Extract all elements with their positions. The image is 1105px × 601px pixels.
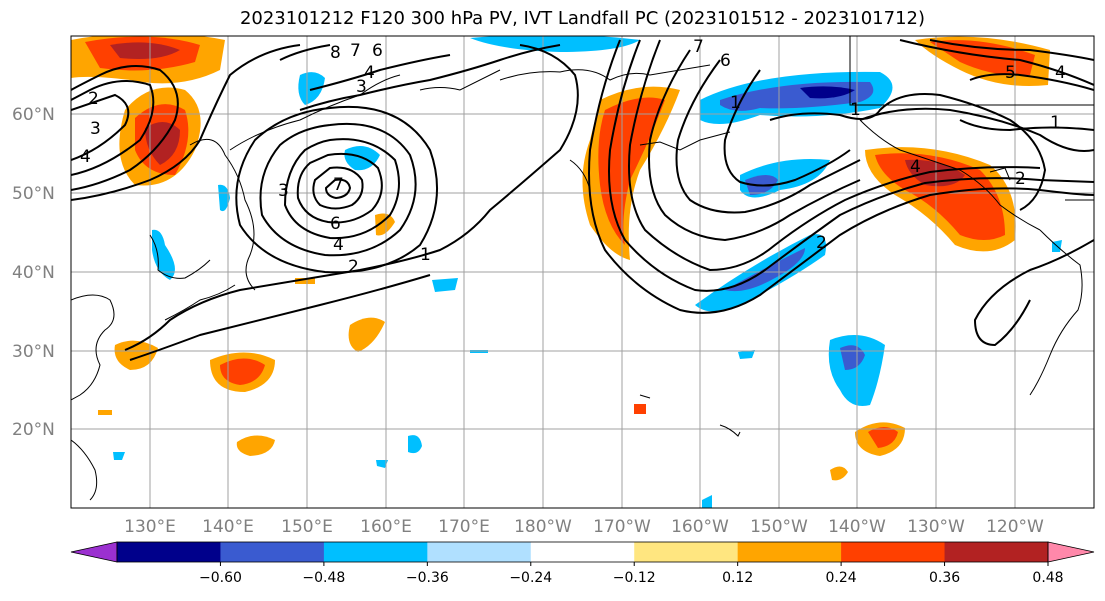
contour-label: 6	[720, 51, 731, 71]
lon-label: 140°E	[202, 517, 254, 537]
colorbar-tick-label: −0.36	[406, 570, 449, 586]
contour-label: 6	[372, 41, 383, 61]
lon-label: 180°W	[514, 517, 572, 537]
contour-label: 6	[330, 214, 341, 234]
colorbar-segment	[220, 542, 325, 562]
lon-label: 130°E	[124, 517, 176, 537]
contour-label: 1	[730, 93, 741, 113]
lon-label: 170°E	[438, 517, 490, 537]
map-border	[70, 35, 1095, 509]
colorbar-segment	[634, 542, 739, 562]
contour-labels: 2 3 4 1 2 3 4 6 7 8 7 6 3 4 7 6 1 2 1 4 …	[80, 37, 1066, 277]
contour-label: 4	[910, 157, 921, 177]
contour-label: 4	[364, 63, 375, 83]
contour-label: 7	[333, 175, 344, 195]
contour-label: 7	[350, 41, 361, 61]
colorbar-segment	[737, 542, 842, 562]
lon-label: 120°W	[986, 517, 1044, 537]
colorbar-segment	[323, 542, 428, 562]
contour-label: 2	[348, 257, 359, 277]
contour-label: 4	[80, 147, 91, 167]
gridlines	[71, 36, 1094, 508]
colorbar-segment	[944, 542, 1049, 562]
lon-label: 130°W	[907, 517, 965, 537]
contour-label: 7	[693, 37, 704, 57]
lon-label: 150°E	[281, 517, 333, 537]
contour-label: 2	[816, 233, 827, 253]
longitude-labels: 130°E 140°E 150°E 160°E 170°E 180°W 170°…	[124, 517, 1044, 537]
contour-label: 8	[330, 43, 341, 63]
colorbar: −0.60 −0.48 −0.36 −0.24 −0.12 0.12 0.24 0.36 0.4…	[70, 541, 1095, 586]
colorbar-tick-label: 0.36	[929, 570, 960, 586]
contour-label: 5	[1005, 63, 1016, 83]
colorbar-tick-label: −0.12	[613, 570, 656, 586]
map-title: 2023101212 F120 300 hPa PV, IVT Landfall…	[239, 8, 926, 29]
lat-label: 60°N	[12, 105, 55, 125]
colorbar-segment	[841, 542, 946, 562]
lon-label: 150°W	[750, 517, 808, 537]
contour-label: 1	[420, 245, 431, 265]
contour-label: 1	[1050, 113, 1061, 133]
lat-label: 50°N	[12, 184, 55, 204]
latitude-labels: 60°N 50°N 40°N 30°N 20°N	[12, 105, 55, 440]
shading-negative	[113, 36, 1062, 508]
colorbar-tick-label: 0.12	[722, 570, 753, 586]
colorbar-tick-label: −0.60	[199, 570, 242, 586]
contour-label: 3	[356, 77, 367, 97]
lon-label: 160°E	[360, 517, 412, 537]
contour-label: 4	[1055, 63, 1066, 83]
colorbar-segment	[427, 542, 532, 562]
contour-label: 2	[1015, 169, 1026, 189]
colorbar-tick-label: −0.24	[509, 570, 552, 586]
lon-label: 160°W	[671, 517, 729, 537]
lon-label: 170°W	[593, 517, 651, 537]
colorbar-tick-label: 0.24	[826, 570, 857, 586]
colorbar-border	[116, 541, 1049, 563]
contour-label: 3	[90, 119, 101, 139]
lon-label: 140°W	[828, 517, 886, 537]
contour-label: 4	[333, 235, 344, 255]
colorbar-extend-low	[70, 541, 118, 563]
lat-label: 40°N	[12, 263, 55, 283]
pv-contours	[71, 39, 1094, 361]
colorbar-segment	[530, 542, 635, 562]
contour-label: 3	[278, 181, 289, 201]
lat-label: 20°N	[12, 420, 55, 440]
contour-label: 2	[88, 89, 99, 109]
colorbar-extend-high	[1047, 541, 1095, 563]
colorbar-tick-label: 0.48	[1032, 570, 1063, 586]
lat-label: 30°N	[12, 342, 55, 362]
contour-label: 1	[850, 100, 861, 120]
colorbar-segment	[117, 542, 221, 562]
colorbar-tick-label: −0.48	[302, 570, 345, 586]
